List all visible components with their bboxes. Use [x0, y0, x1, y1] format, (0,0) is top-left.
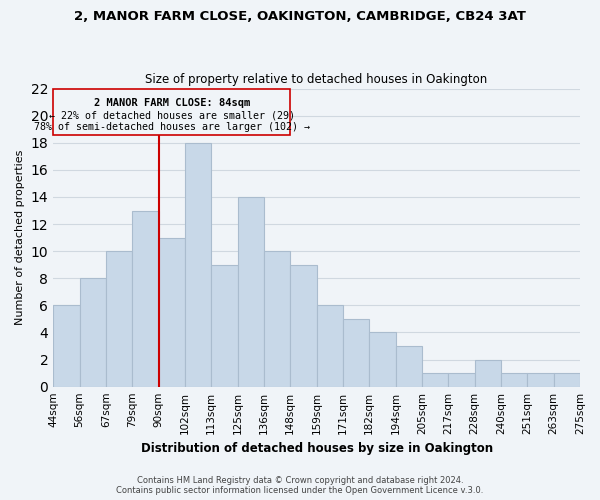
Bar — [395, 346, 422, 387]
Bar — [422, 373, 448, 386]
Bar — [343, 319, 369, 386]
Bar — [106, 251, 132, 386]
Text: Contains HM Land Registry data © Crown copyright and database right 2024.
Contai: Contains HM Land Registry data © Crown c… — [116, 476, 484, 495]
Text: 78% of semi-detached houses are larger (102) →: 78% of semi-detached houses are larger (… — [34, 122, 310, 132]
Bar — [527, 373, 554, 386]
Bar — [158, 238, 185, 386]
Text: 2 MANOR FARM CLOSE: 84sqm: 2 MANOR FARM CLOSE: 84sqm — [94, 98, 250, 108]
Bar — [290, 264, 317, 386]
Bar — [185, 143, 211, 386]
Bar — [211, 264, 238, 386]
Y-axis label: Number of detached properties: Number of detached properties — [15, 150, 25, 326]
Bar — [475, 360, 501, 386]
Bar — [554, 373, 580, 386]
Bar — [448, 373, 475, 386]
Text: 2, MANOR FARM CLOSE, OAKINGTON, CAMBRIDGE, CB24 3AT: 2, MANOR FARM CLOSE, OAKINGTON, CAMBRIDG… — [74, 10, 526, 23]
Bar — [264, 251, 290, 386]
FancyBboxPatch shape — [53, 88, 290, 134]
Bar — [238, 197, 264, 386]
Bar — [501, 373, 527, 386]
Bar — [369, 332, 395, 386]
Bar — [317, 306, 343, 386]
X-axis label: Distribution of detached houses by size in Oakington: Distribution of detached houses by size … — [140, 442, 493, 455]
Bar — [53, 306, 80, 386]
Title: Size of property relative to detached houses in Oakington: Size of property relative to detached ho… — [145, 73, 488, 86]
Text: ← 22% of detached houses are smaller (29): ← 22% of detached houses are smaller (29… — [49, 110, 295, 120]
Bar — [80, 278, 106, 386]
Bar — [132, 210, 158, 386]
